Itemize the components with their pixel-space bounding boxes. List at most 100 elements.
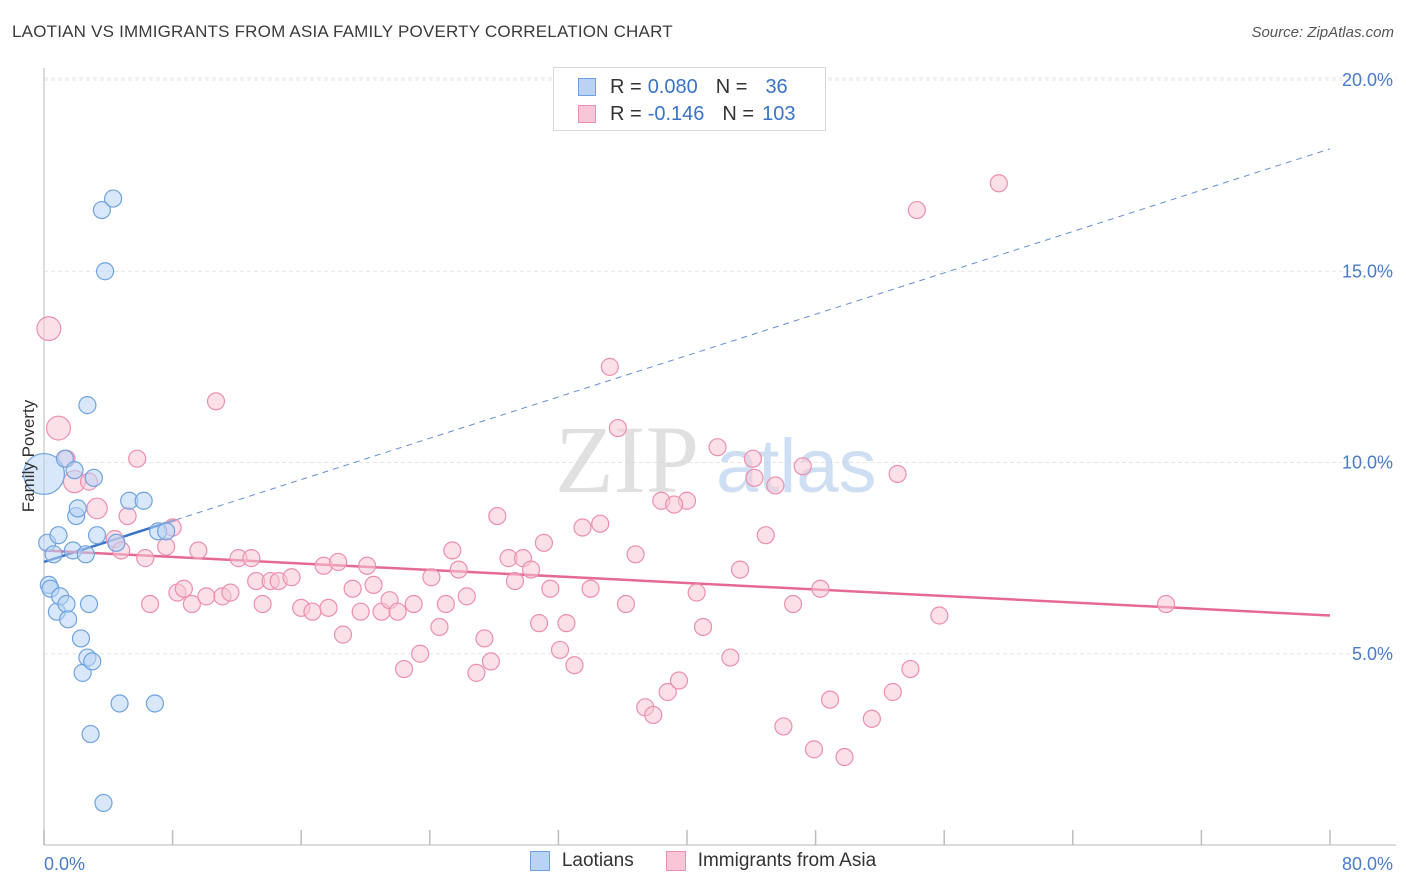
- legend-n-value: 103: [762, 102, 796, 125]
- legend-r-label: R =: [610, 102, 642, 125]
- trend-laotians-extension: [175, 148, 1331, 521]
- point-immigrants: [443, 541, 462, 560]
- point-laotians: [145, 694, 165, 713]
- point-immigrants: [835, 747, 854, 767]
- point-laotians: [95, 262, 115, 281]
- point-immigrants: [665, 495, 684, 514]
- point-laotians: [78, 396, 97, 415]
- point-immigrants: [45, 415, 71, 441]
- point-immigrants: [1156, 594, 1176, 614]
- point-laotians: [68, 499, 87, 518]
- point-laotians: [71, 629, 91, 648]
- point-immigrants: [182, 594, 201, 614]
- point-immigrants: [282, 568, 301, 587]
- point-immigrants: [436, 594, 455, 614]
- point-immigrants: [901, 659, 920, 679]
- point-laotians: [79, 594, 99, 614]
- point-immigrants: [608, 418, 627, 438]
- point-immigrants: [343, 579, 362, 598]
- point-laotians: [57, 594, 76, 614]
- point-laotians: [110, 694, 129, 713]
- series-swatch-blue: [529, 851, 550, 871]
- point-laotians: [94, 793, 113, 813]
- point-immigrants: [745, 468, 764, 487]
- series-label: Immigrants from Asia: [697, 850, 877, 871]
- point-immigrants: [333, 625, 353, 644]
- point-laotians: [157, 522, 176, 541]
- source-label: Source: ZipAtlas.com: [1251, 24, 1394, 41]
- point-immigrants: [693, 617, 713, 637]
- point-immigrants: [644, 705, 663, 725]
- point-laotians: [107, 533, 126, 552]
- point-immigrants: [550, 640, 570, 660]
- legend-swatch-pink: [578, 105, 596, 123]
- point-laotians: [92, 200, 111, 220]
- point-laotians: [76, 545, 95, 564]
- point-immigrants: [530, 614, 549, 633]
- legend-n-label: N =: [715, 75, 748, 98]
- legend-row-immigrants: R = -0.146 N = 103: [578, 101, 795, 127]
- point-laotians: [104, 189, 123, 208]
- point-immigrants: [467, 663, 486, 682]
- series-label: Laotians: [561, 850, 634, 871]
- point-laotians: [65, 461, 84, 480]
- point-immigrants: [351, 602, 370, 621]
- point-immigrants: [303, 602, 322, 621]
- series-swatch-pink: [665, 851, 686, 871]
- point-immigrants: [907, 200, 926, 220]
- watermark: ZIP atlas: [555, 406, 877, 513]
- point-immigrants: [783, 594, 803, 614]
- point-immigrants: [136, 549, 155, 568]
- point-immigrants: [930, 606, 949, 625]
- point-immigrants: [404, 594, 423, 614]
- legend-r-value: 0.080: [647, 75, 698, 98]
- point-laotians: [59, 610, 78, 629]
- point-immigrants: [883, 682, 902, 702]
- y-tick-label: 20.0%: [1342, 70, 1393, 90]
- series-legend-immigrants[interactable]: Immigrants from Asia: [665, 850, 877, 872]
- point-immigrants: [505, 571, 525, 591]
- point-immigrants: [793, 457, 812, 476]
- point-immigrants: [989, 174, 1008, 193]
- point-immigrants: [221, 583, 240, 602]
- tick-labels: 5.0% 10.0% 15.0% 20.0% 0.0% 80.0%: [44, 70, 1393, 874]
- x-tick-label: 0.0%: [44, 854, 85, 874]
- point-immigrants: [449, 560, 468, 579]
- legend-n-value: 36: [765, 75, 788, 98]
- point-laotians: [134, 491, 153, 510]
- point-immigrants: [329, 552, 348, 572]
- legend-row-laotians: R = 0.080 N = 36: [578, 74, 788, 100]
- point-immigrants: [118, 506, 137, 526]
- point-immigrants: [242, 549, 261, 568]
- point-immigrants: [475, 629, 494, 648]
- point-immigrants: [157, 537, 176, 556]
- point-immigrants: [358, 556, 377, 575]
- point-immigrants: [36, 316, 62, 342]
- point-immigrants: [140, 594, 160, 614]
- series-legend-laotians[interactable]: Laotians: [529, 850, 634, 872]
- point-immigrants: [388, 602, 407, 621]
- point-laotians: [44, 545, 63, 564]
- point-immigrants: [581, 579, 600, 598]
- y-axis-title: Family Poverty: [19, 399, 38, 512]
- point-immigrants: [128, 449, 147, 468]
- point-immigrants: [756, 526, 775, 545]
- chart-title: LAOTIAN VS IMMIGRANTS FROM ASIA FAMILY P…: [12, 22, 673, 41]
- y-tick-label: 10.0%: [1342, 453, 1393, 473]
- point-immigrants: [743, 449, 763, 468]
- point-immigrants: [708, 438, 727, 457]
- point-immigrants: [774, 717, 793, 736]
- point-immigrants: [319, 598, 338, 617]
- point-immigrants: [394, 659, 414, 679]
- correlation-legend: R = 0.080 N = 36 R = -0.146 N = 103: [553, 67, 826, 131]
- point-immigrants: [457, 587, 476, 606]
- trend-lines: [43, 148, 1331, 617]
- point-immigrants: [573, 518, 592, 537]
- point-immigrants: [534, 533, 554, 552]
- point-immigrants: [481, 652, 500, 671]
- point-immigrants: [488, 506, 507, 526]
- point-immigrants: [206, 392, 226, 411]
- y-tick-label: 5.0%: [1352, 644, 1393, 664]
- point-immigrants: [730, 560, 750, 579]
